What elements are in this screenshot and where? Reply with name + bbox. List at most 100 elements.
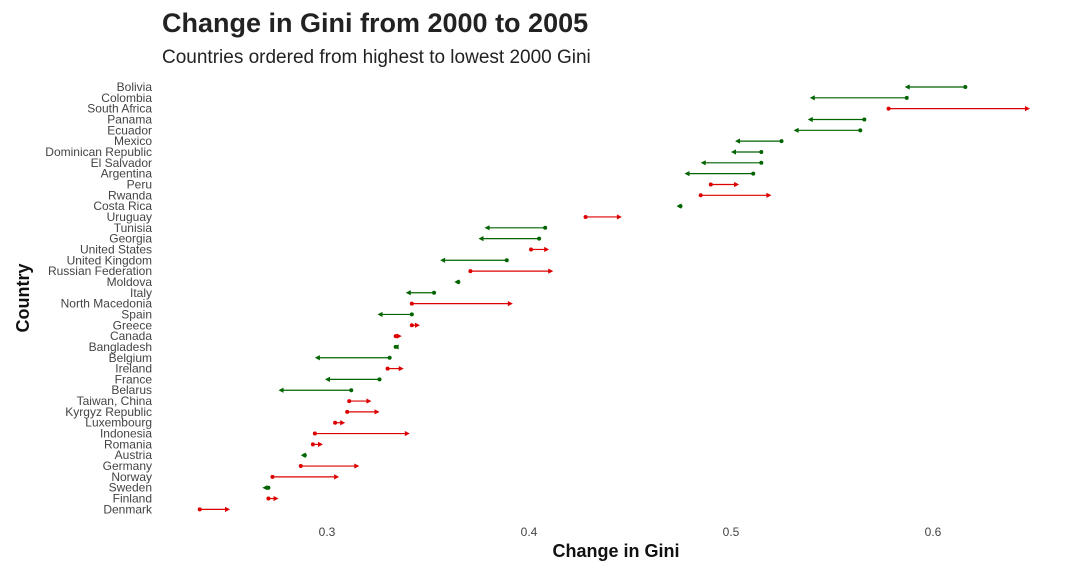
point-2000-georgia: [537, 236, 542, 241]
arrowhead-2005-indonesia: [404, 430, 410, 437]
point-2000-united-states: [529, 247, 534, 252]
dumbbell-bolivia: [904, 84, 968, 90]
dumbbell-indonesia: [312, 430, 410, 437]
dumbbell-rwanda: [698, 192, 772, 198]
dumbbell-finland: [266, 495, 279, 502]
dumbbell-panama: [807, 116, 867, 123]
y-tick-label-spain: Spain: [121, 307, 152, 321]
dumbbell-denmark: [197, 506, 231, 512]
dumbbell-mexico: [735, 138, 784, 144]
y-tick-label-russian-federation: Russian Federation: [48, 264, 152, 278]
x-tick-label-0-4: 0.4: [521, 525, 538, 539]
arrowhead-2005-sweden: [262, 485, 268, 491]
arrowhead-2005-mexico: [735, 138, 741, 144]
arrowhead-2005-belarus: [278, 387, 284, 393]
y-tick-label-moldova: Moldova: [107, 275, 153, 289]
y-tick-label-canada: Canada: [110, 329, 152, 343]
point-2000-uruguay: [583, 214, 588, 219]
chart-title: Change in Gini from 2000 to 2005: [162, 8, 589, 38]
y-tick-label-kyrgyz-republic: Kyrgyz Republic: [65, 405, 152, 419]
point-2000-norway: [270, 474, 275, 479]
arrowhead-2005-italy: [405, 290, 411, 296]
y-tick-label-united-states: United States: [80, 242, 152, 256]
arrowhead-2005-united-states: [544, 246, 550, 253]
point-2000-russian-federation: [468, 269, 473, 274]
arrowhead-2005-dominican-republic: [731, 149, 736, 155]
x-tick-label-0-3: 0.3: [319, 525, 336, 539]
arrowhead-2005-south-africa: [1024, 106, 1030, 112]
y-axis-title: Country: [13, 264, 33, 333]
y-tick-label-denmark: Denmark: [103, 502, 153, 516]
y-tick-label-costa-rica: Costa Rica: [93, 199, 152, 213]
y-tick-label-north-macedonia: North Macedonia: [61, 297, 153, 311]
dumbbell-sweden: [262, 485, 271, 491]
point-2000-argentina: [751, 171, 756, 176]
dumbbell-romania: [310, 441, 323, 447]
dumbbell-peru: [708, 181, 740, 188]
y-tick-label-georgia: Georgia: [109, 232, 152, 246]
point-2000-kyrgyz-republic: [345, 409, 350, 414]
dumbbell-belarus: [278, 387, 354, 393]
y-tick-label-france: France: [115, 372, 153, 386]
dumbbell-georgia: [478, 236, 542, 242]
dumbbell-uruguay: [583, 214, 622, 220]
point-2000-denmark: [197, 507, 202, 512]
point-2000-greece: [409, 323, 414, 328]
arrowhead-2005-finland: [273, 495, 279, 502]
y-tick-label-italy: Italy: [130, 286, 152, 300]
point-2000-indonesia: [312, 431, 317, 436]
arrowhead-2005-canada: [396, 333, 402, 339]
arrowhead-2005-belgium: [314, 355, 320, 361]
point-2000-romania: [310, 442, 315, 447]
arrowhead-2005-russian-federation: [548, 268, 554, 274]
y-tick-label-greece: Greece: [113, 318, 153, 332]
arrowhead-2005-costa-rica: [676, 203, 682, 209]
arrowhead-2005-panama: [807, 116, 813, 123]
arrowhead-2005-germany: [354, 463, 360, 469]
dumbbell-ecuador: [793, 127, 863, 133]
arrowhead-2005-uruguay: [616, 214, 622, 220]
point-2000-spain: [409, 312, 414, 317]
point-2000-mexico: [779, 139, 784, 144]
dumbbell-kyrgyz-republic: [345, 409, 380, 415]
y-tick-label-uruguay: Uruguay: [107, 210, 152, 224]
y-tick-label-luxembourg: Luxembourg: [85, 416, 152, 430]
point-2000-north-macedonia: [409, 301, 414, 306]
arrowhead-2005-el-salvador: [700, 160, 706, 166]
point-2000-belarus: [349, 388, 354, 393]
point-2000-sweden: [266, 485, 271, 490]
dumbbell-north-macedonia: [409, 301, 513, 307]
y-tick-label-romania: Romania: [104, 437, 152, 451]
arrowhead-2005-bolivia: [904, 84, 910, 90]
arrowhead-2005-kyrgyz-republic: [374, 409, 380, 415]
dumbbell-dominican-republic: [731, 149, 764, 155]
dumbbell-united-kingdom: [440, 257, 509, 263]
chart-subtitle: Countries ordered from highest to lowest…: [162, 47, 591, 68]
point-2000-france: [377, 377, 382, 382]
x-tick-label-0-6: 0.6: [925, 525, 942, 539]
point-2000-ecuador: [858, 128, 863, 133]
dumbbell-colombia: [809, 95, 909, 101]
dumbbell-france: [324, 376, 382, 383]
y-tick-label-belgium: Belgium: [109, 351, 152, 365]
point-2000-dominican-republic: [759, 149, 764, 154]
point-2000-germany: [298, 464, 303, 469]
y-tick-label-bangladesh: Bangladesh: [89, 340, 152, 354]
chart-marks: [197, 84, 1030, 512]
point-2000-tunisia: [543, 225, 548, 230]
y-tick-label-el-salvador: El Salvador: [91, 156, 152, 170]
dumbbell-belgium: [314, 355, 392, 361]
dumbbell-costa-rica: [676, 203, 683, 209]
dumbbell-argentina: [684, 171, 756, 177]
x-tick-label-0-5: 0.5: [723, 525, 740, 539]
arrowhead-2005-luxembourg: [340, 420, 346, 426]
dumbbell-south-africa: [886, 106, 1030, 112]
point-2000-ireland: [385, 366, 390, 371]
dumbbell-ireland: [385, 365, 404, 372]
y-tick-label-south-africa: South Africa: [87, 102, 152, 116]
arrowhead-2005-taiwan-china: [366, 398, 372, 404]
dumbbell-bangladesh: [393, 344, 399, 350]
arrowhead-2005-north-macedonia: [507, 301, 513, 307]
